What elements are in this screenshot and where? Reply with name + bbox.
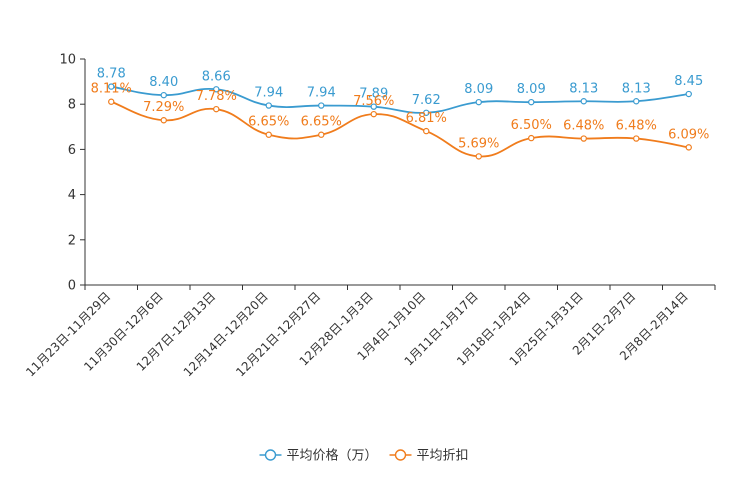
data-point [685,90,692,98]
data-point [633,98,640,105]
data-label: 8.78 [97,67,126,82]
data-point [580,135,587,142]
data-label: 6.09% [668,127,709,142]
y-tick-label: 2 [68,233,76,248]
legend-label: 平均价格（万） [287,448,378,464]
data-point [213,86,220,93]
series-line-0 [111,85,689,114]
data-point [633,135,640,142]
data-label: 8.40 [149,75,178,90]
y-tick-label: 6 [68,143,76,158]
data-point [475,98,482,106]
data-label: 6.81% [406,111,447,126]
data-point [108,83,115,90]
y-tick-label: 8 [68,98,76,113]
data-label: 7.56% [353,94,394,109]
x-category-label: 11月23日-11月29日 [23,289,113,379]
data-label: 8.66 [202,69,231,84]
data-point [423,127,430,135]
legend-label: 平均折扣 [417,449,469,464]
data-point [318,102,325,109]
data-point [685,144,692,151]
data-label: 6.48% [616,119,657,134]
data-label: 8.09 [517,82,546,97]
data-label: 7.78% [196,89,237,104]
y-tick-label: 0 [68,279,76,294]
data-point [265,131,272,138]
data-point [370,110,377,118]
data-point [423,109,430,116]
data-labels: 8.78 8.40 8.66 7.94 7.94 7.89 7.62 8.09 8.09 8.13… [91,67,710,152]
data-label: 6.65% [248,115,289,130]
data-label: 8.11% [91,82,132,97]
legend-marker-icon [264,449,277,461]
data-point [580,98,587,105]
data-label: 7.29% [143,100,184,115]
data-label: 8.09 [464,82,493,97]
data-point [528,134,535,142]
legend-item-0: 平均价格（万） [259,448,378,464]
data-label: 5.69% [458,136,499,151]
legend-item-1: 平均折扣 [389,449,469,464]
series-line-1 [110,100,689,158]
legend: 平均价格（万） 平均折扣 [259,448,469,464]
data-point [265,102,272,109]
data-point [370,103,377,110]
data-point [160,117,167,124]
data-label: 6.48% [563,119,604,134]
y-tick-label: 10 [59,53,76,68]
data-point [318,131,325,138]
data-label: 7.62 [412,93,441,108]
data-point [213,105,220,113]
data-label: 6.65% [301,115,342,130]
data-label: 7.94 [307,86,336,101]
data-label: 8.13 [622,81,651,96]
data-label: 7.94 [254,86,283,101]
data-label: 7.89 [359,87,388,102]
data-point [528,98,535,106]
data-label: 8.13 [569,81,598,96]
legend-marker-icon [394,449,407,461]
data-point [108,98,115,105]
data-point [475,153,482,160]
data-point [160,91,167,99]
data-label: 6.50% [511,118,552,133]
series-layer [108,83,692,160]
data-label: 8.45 [674,74,703,89]
y-tick-label: 4 [68,188,76,203]
